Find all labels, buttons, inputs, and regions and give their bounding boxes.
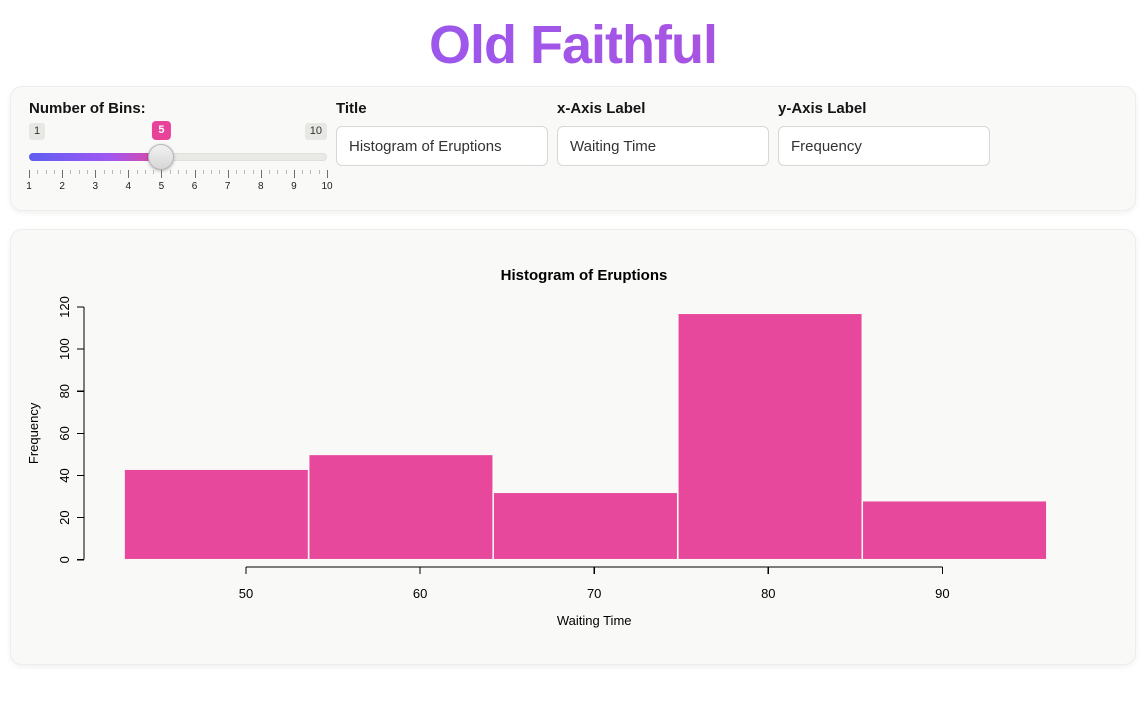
slider-minor-tick [211, 170, 213, 174]
y-axis-tick-label: 40 [57, 468, 72, 482]
slider-major-tick [260, 170, 262, 178]
slider-minor-tick [285, 170, 287, 174]
slider-major-tick [293, 170, 295, 178]
x-axis-tick-label: 80 [761, 586, 775, 601]
histogram-bar [861, 499, 1048, 561]
title-input-group: Title [336, 100, 548, 166]
slider-track-fill [29, 153, 162, 161]
slider-minor-tick [70, 170, 72, 174]
slider-minor-tick [86, 170, 88, 174]
slider-minor-tick [219, 170, 221, 174]
histogram-plot: Histogram of Eruptions 50 60 70 80 90 Waiting … [26, 267, 1048, 628]
x-axis-tick-label: 90 [935, 586, 949, 601]
ylab-input[interactable] [778, 126, 990, 166]
page-title: Old Faithful [0, 8, 1146, 86]
bins-slider-group: Number of Bins: 1 10 5 1 2 3 4 5 6 7 8 9 10 [26, 100, 333, 196]
slider-major-tick [95, 170, 97, 178]
slider-tick-label: 1 [26, 181, 32, 192]
chart-title: Histogram of Eruptions [501, 267, 668, 284]
slider-tick-label: 6 [191, 181, 198, 192]
slider-minor-tick [186, 170, 188, 174]
xlab-input[interactable] [557, 126, 769, 166]
slider-minor-tick [153, 170, 155, 174]
slider-tick-label: 9 [291, 181, 297, 192]
slider-minor-tick [178, 170, 179, 174]
y-axis-tick-label: 100 [57, 338, 72, 360]
slider-track[interactable] [29, 153, 327, 161]
ylab-input-group: y-Axis Label [778, 100, 990, 166]
slider-minor-tick [37, 170, 39, 174]
xlab-input-label: x-Axis Label [557, 100, 646, 117]
slider-value-bubble: 5 [152, 121, 171, 140]
slider-major-tick [62, 170, 64, 178]
y-axis-tick-label: 120 [57, 296, 72, 318]
slider-tick-label: 10 [321, 181, 333, 192]
slider-minor-tick [269, 170, 271, 174]
histogram-bar [677, 312, 864, 561]
slider-min-badge: 1 [29, 123, 46, 140]
slider-minor-tick [53, 170, 55, 174]
slider-tick-label: 3 [92, 181, 98, 192]
slider-max-badge: 10 [304, 123, 327, 140]
y-axis-tick-label: 60 [57, 426, 72, 440]
histogram-bar [123, 468, 310, 561]
slider-tick-label: 7 [224, 181, 231, 192]
slider-minor-tick [310, 170, 312, 174]
ylab-input-label: y-Axis Label [778, 100, 867, 117]
slider-major-tick [161, 170, 163, 178]
slider-minor-tick [45, 170, 47, 174]
slider-handle[interactable] [148, 144, 175, 170]
slider-major-tick [327, 170, 328, 178]
slider-minor-tick [302, 170, 304, 174]
slider-minor-tick [318, 170, 320, 174]
x-axis-tick-label: 50 [239, 586, 253, 601]
y-axis-tick-label: 0 [57, 556, 72, 563]
histogram-bar [307, 453, 494, 561]
bins-slider-track-row [29, 143, 327, 170]
bins-slider-label: Number of Bins: [29, 100, 146, 117]
slider-major-tick [29, 170, 30, 178]
x-axis-tick-label: 70 [587, 586, 601, 601]
slider-tick-label: 5 [158, 181, 165, 192]
bins-slider-readouts: 1 10 5 [29, 121, 327, 143]
xlab-input-group: x-Axis Label [557, 100, 769, 166]
y-axis-tick-label: 80 [57, 384, 72, 398]
slider-minor-tick [169, 170, 171, 174]
slider-tick-label: 2 [59, 181, 65, 192]
slider-minor-tick [202, 170, 204, 174]
slider-minor-tick [144, 170, 146, 174]
histogram-bar [492, 491, 679, 561]
slider-minor-tick [252, 170, 254, 174]
slider-major-tick [227, 170, 229, 178]
slider-minor-tick [103, 170, 105, 174]
slider-minor-tick [120, 170, 122, 174]
slider-minor-tick [111, 170, 113, 174]
slider-minor-tick [136, 170, 138, 174]
histogram-plot-card: Histogram of Eruptions 50 60 70 80 90 Waiting … [10, 229, 1136, 665]
slider-major-tick [128, 170, 130, 178]
slider-grid: 1 2 3 4 5 6 7 8 9 10 [26, 170, 333, 196]
slider-minor-tick [235, 170, 237, 174]
slider-minor-tick [277, 170, 279, 174]
slider-tick-label: 4 [125, 181, 132, 192]
controls-panel: Number of Bins: 1 10 5 1 2 3 4 5 6 7 8 9 10 Title… [10, 86, 1136, 211]
y-axis-title: Frequency [26, 402, 41, 464]
slider-tick-label: 8 [257, 181, 264, 192]
slider-major-tick [194, 170, 196, 178]
page: Old Faithful Number of Bins: 1 10 5 1 2 3 4… [0, 8, 1146, 704]
x-axis-title: Waiting Time [557, 613, 632, 628]
slider-minor-tick [78, 170, 80, 174]
slider-minor-tick [244, 170, 246, 174]
y-axis-tick-label: 20 [57, 510, 72, 524]
x-axis-tick-label: 60 [413, 586, 427, 601]
title-input-label: Title [336, 100, 367, 117]
title-input[interactable] [336, 126, 548, 166]
